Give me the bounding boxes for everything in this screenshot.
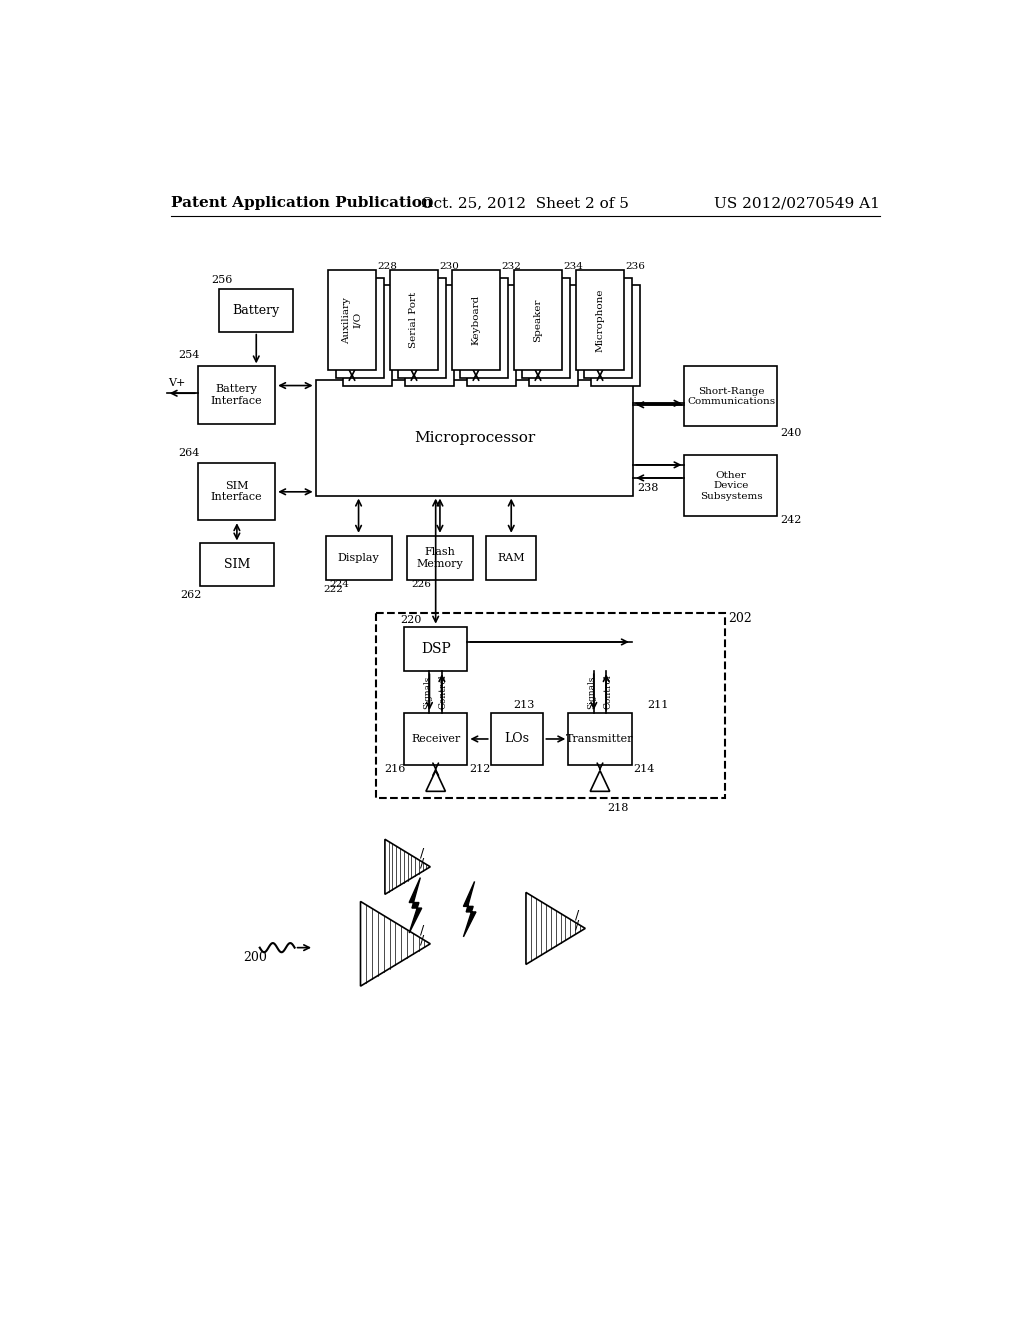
Bar [403,627,467,671]
Text: 220: 220 [400,615,422,626]
Bar [684,455,777,516]
Text: 224: 224 [330,579,349,589]
Text: Other
Device
Subsystems: Other Device Subsystems [699,471,762,500]
Text: 240: 240 [779,428,801,437]
Text: 232: 232 [502,261,521,271]
Text: RAM: RAM [498,553,525,564]
Text: Control: Control [603,675,612,709]
Text: 264: 264 [178,449,200,458]
Bar [584,277,632,378]
Text: US 2012/0270549 A1: US 2012/0270549 A1 [714,197,880,210]
Text: Flash
Memory: Flash Memory [417,548,463,569]
Text: Battery
Interface: Battery Interface [211,384,262,407]
Bar [521,277,569,378]
Text: /: / [575,917,580,931]
Polygon shape [410,878,422,933]
Text: 214: 214 [633,764,654,774]
Text: DSP: DSP [421,642,451,656]
Text: Short-Range
Communications: Short-Range Communications [687,387,775,407]
Bar [326,536,391,581]
Text: 213: 213 [513,700,535,710]
Text: Receiver: Receiver [411,734,461,744]
Text: Battery: Battery [232,304,280,317]
Text: SIM
Interface: SIM Interface [211,480,262,502]
Bar [460,277,508,378]
Bar [406,285,454,385]
Polygon shape [464,882,476,937]
Text: Transmitter: Transmitter [566,734,634,744]
Text: 242: 242 [779,515,801,525]
Text: Microphone: Microphone [596,288,604,352]
Text: Auxiliary
I/O: Auxiliary I/O [342,297,361,343]
Bar [200,544,273,586]
Bar [575,271,624,370]
Bar [407,536,473,581]
Bar [198,367,275,424]
Text: /: / [575,908,580,921]
Text: 200: 200 [243,952,266,964]
Text: 256: 256 [212,275,233,285]
Text: 216: 216 [385,764,406,774]
Bar [568,713,632,766]
Text: Keyboard: Keyboard [471,294,480,346]
Bar [376,612,725,797]
Text: 222: 222 [324,585,343,594]
Text: Signals: Signals [424,676,432,709]
Text: Display: Display [338,553,380,564]
Text: 202: 202 [729,612,753,626]
Bar [315,380,633,496]
Text: 226: 226 [411,579,431,589]
Text: /: / [421,857,425,870]
Text: 234: 234 [563,261,584,271]
Bar [490,713,544,766]
Text: 228: 228 [378,261,397,271]
Text: 230: 230 [439,261,460,271]
Text: 254: 254 [178,350,200,360]
Bar [328,271,376,370]
Text: /: / [421,846,425,859]
Bar [336,277,384,378]
Bar [219,289,293,331]
Text: SIM: SIM [223,558,250,572]
Text: Signals: Signals [588,676,597,709]
Text: 238: 238 [637,483,658,492]
Text: Serial Port: Serial Port [410,292,419,348]
Text: 211: 211 [647,700,669,710]
Text: 218: 218 [607,803,629,813]
Text: 262: 262 [180,590,202,601]
Text: Microprocessor: Microprocessor [414,430,536,445]
Text: LOs: LOs [505,733,529,746]
Text: 212: 212 [469,764,490,774]
Bar [467,285,515,385]
Text: /: / [421,933,425,946]
Text: Oct. 25, 2012  Sheet 2 of 5: Oct. 25, 2012 Sheet 2 of 5 [421,197,629,210]
Text: 236: 236 [626,261,645,271]
Bar [529,285,578,385]
Text: Patent Application Publication: Patent Application Publication [171,197,432,210]
Text: Control: Control [439,675,447,709]
Bar [343,285,391,385]
Text: Speaker: Speaker [534,298,543,342]
Text: V+: V+ [168,379,185,388]
Text: /: / [421,924,425,936]
Bar [514,271,562,370]
Bar [452,271,500,370]
Bar [684,367,777,426]
Bar [592,285,640,385]
Bar [198,462,275,520]
Bar [397,277,445,378]
Bar [390,271,438,370]
Bar [486,536,537,581]
Bar [403,713,467,766]
